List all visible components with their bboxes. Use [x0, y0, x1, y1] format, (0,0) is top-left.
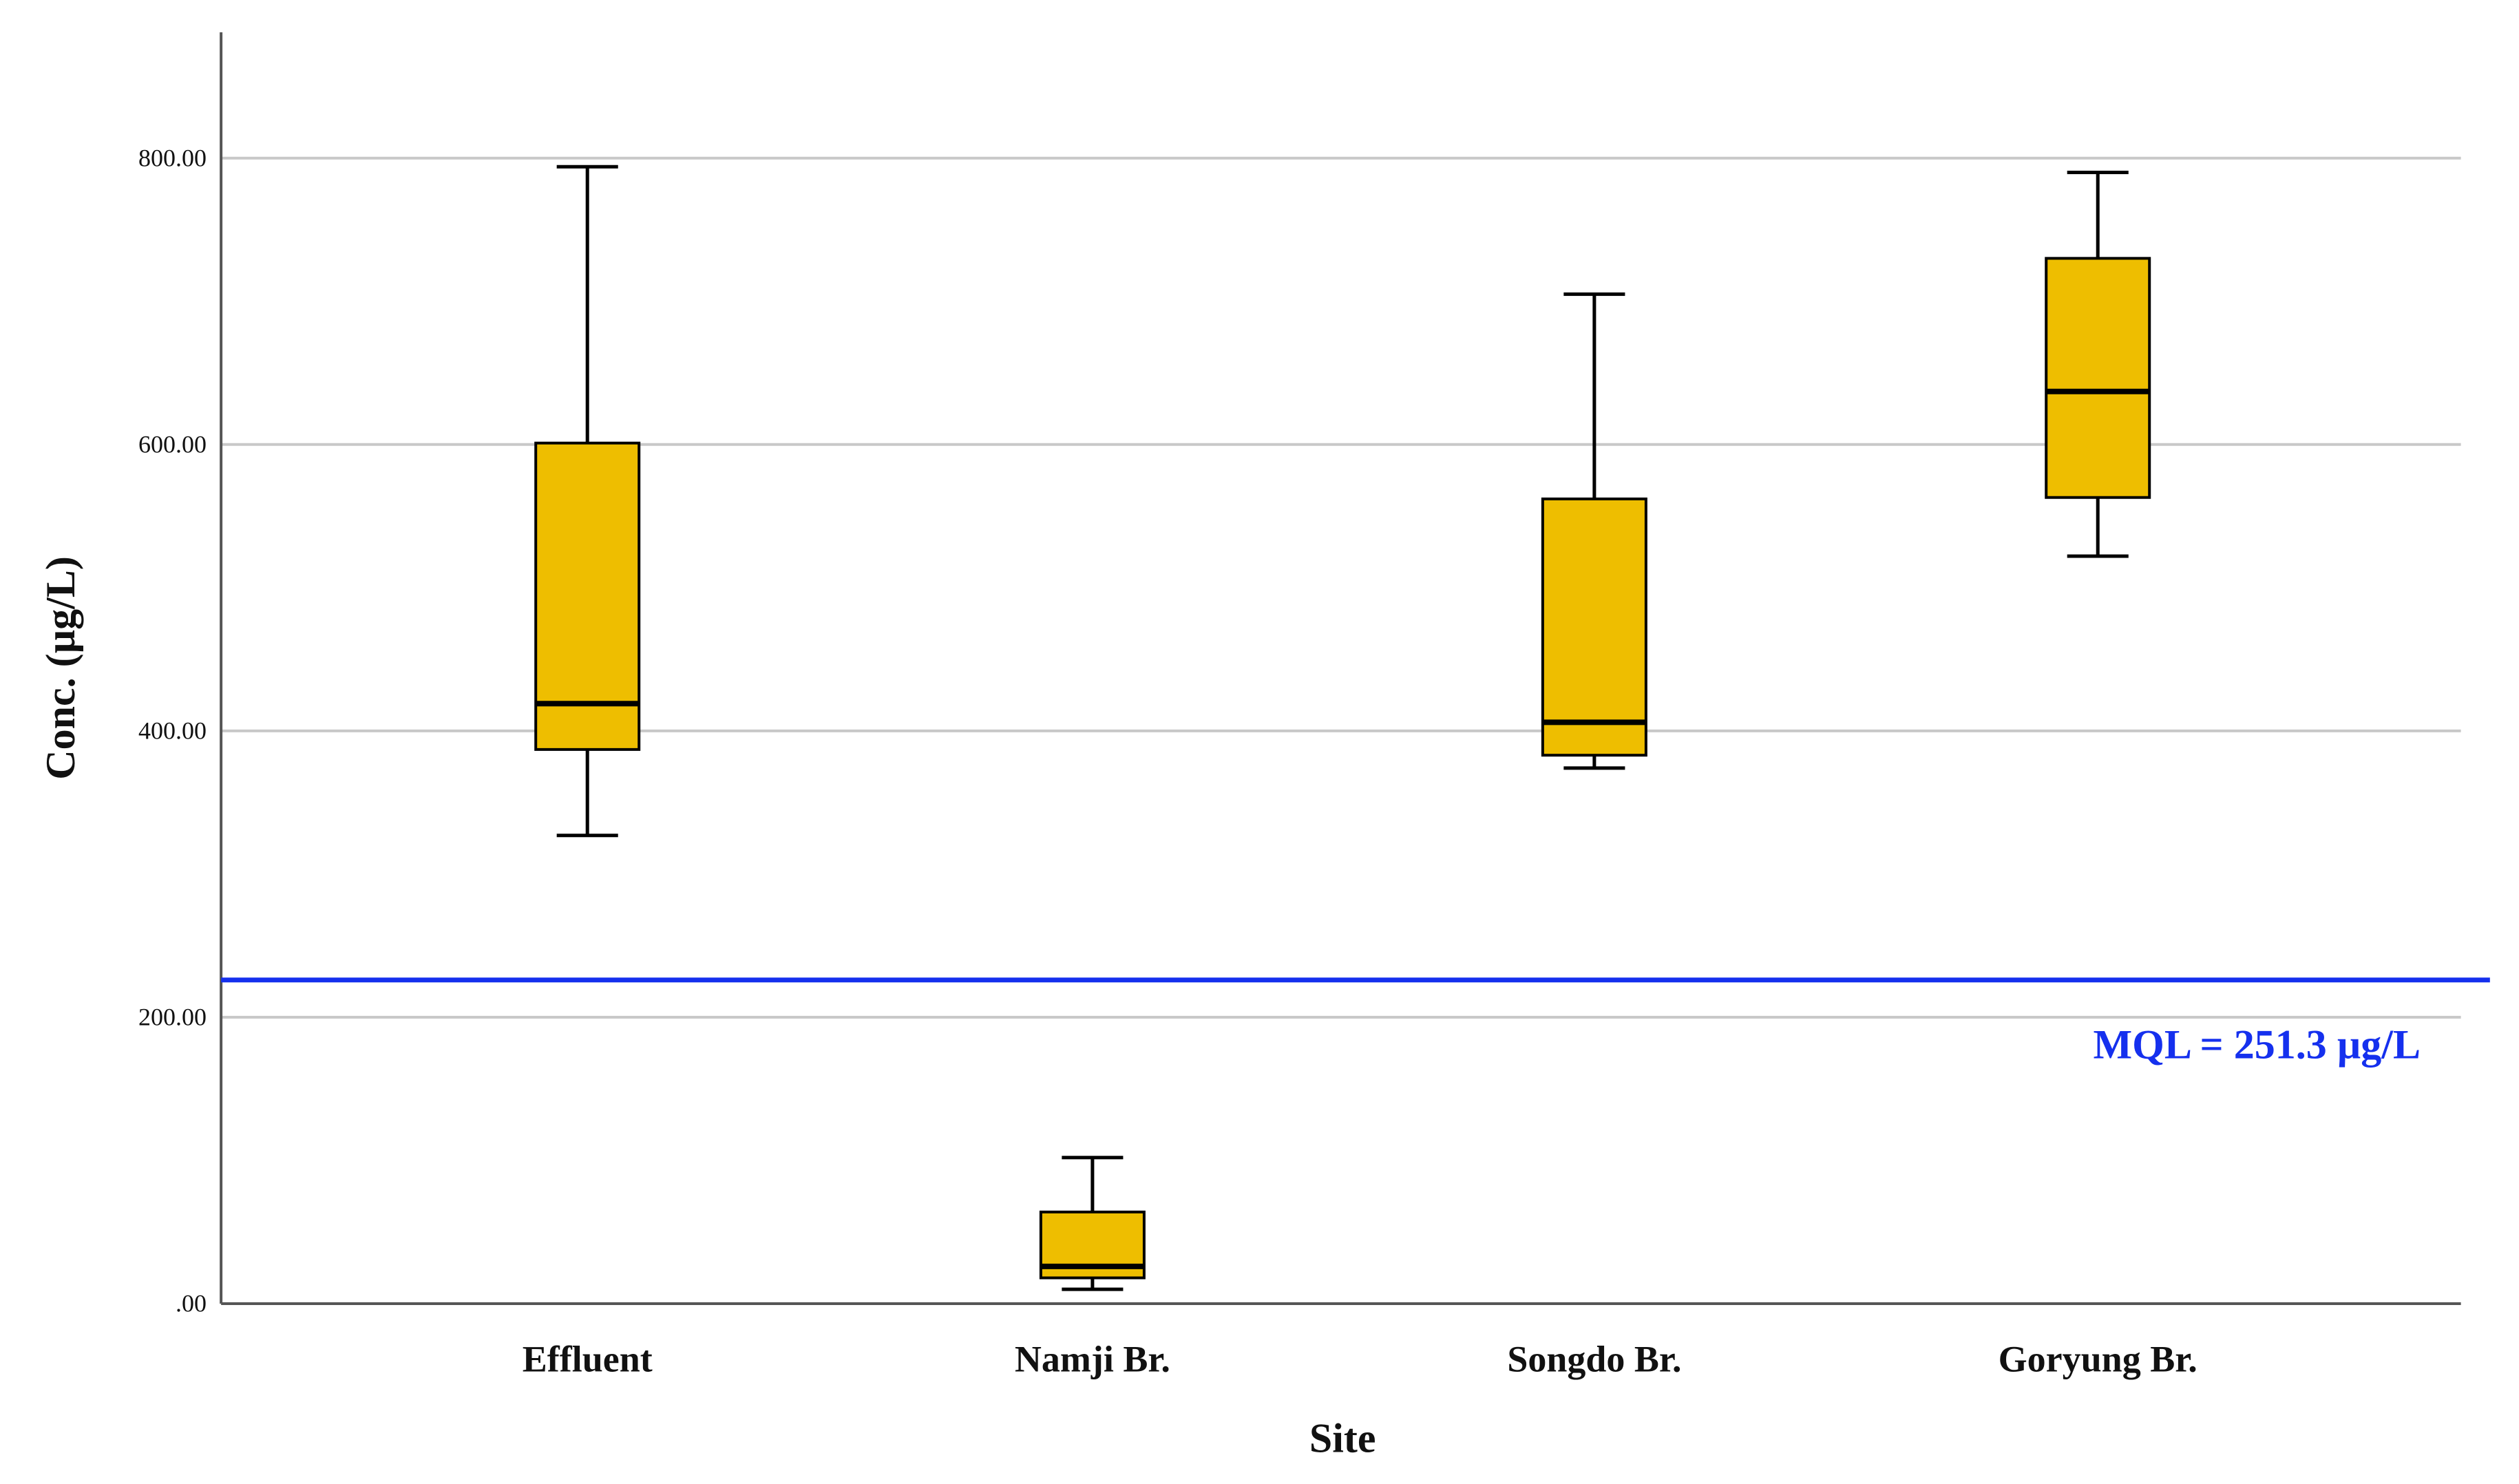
y-tick-label: 400.00: [138, 717, 207, 745]
box-goryung-br: [2045, 171, 2151, 558]
y-tick-label: .00: [176, 1290, 207, 1317]
y-axis-title: Conc. (µg/L): [38, 556, 83, 780]
iqr-box: [2045, 257, 2151, 499]
iqr-box: [534, 441, 641, 751]
boxes: [534, 165, 2151, 1291]
iqr-box: [1541, 497, 1647, 757]
y-tick-label: 800.00: [138, 144, 207, 171]
box-effluent: [534, 165, 641, 838]
box-songdo-br: [1541, 292, 1647, 770]
axes: [220, 32, 2461, 1305]
y-tick-labels: .00 200.00 400.00 600.00 800.00: [138, 144, 207, 1317]
reference-line-group: MQL = 251.3 µg/L: [221, 977, 2490, 1068]
x-tick-label: Songdo Br.: [1507, 1338, 1681, 1379]
y-tick-label: 200.00: [138, 1004, 207, 1031]
mql-reference-label: MQL = 251.3 µg/L: [2094, 1022, 2421, 1068]
x-axis-title: Site: [1309, 1416, 1376, 1461]
x-tick-labels: Effluent Namji Br. Songdo Br. Goryung Br.: [523, 1338, 2197, 1379]
box-namji-br: [1039, 1156, 1146, 1291]
x-tick-label: Goryung Br.: [1999, 1338, 2197, 1379]
x-tick-label: Namji Br.: [1015, 1338, 1170, 1379]
y-tick-label: 600.00: [138, 430, 207, 458]
x-tick-label: Effluent: [523, 1338, 653, 1379]
